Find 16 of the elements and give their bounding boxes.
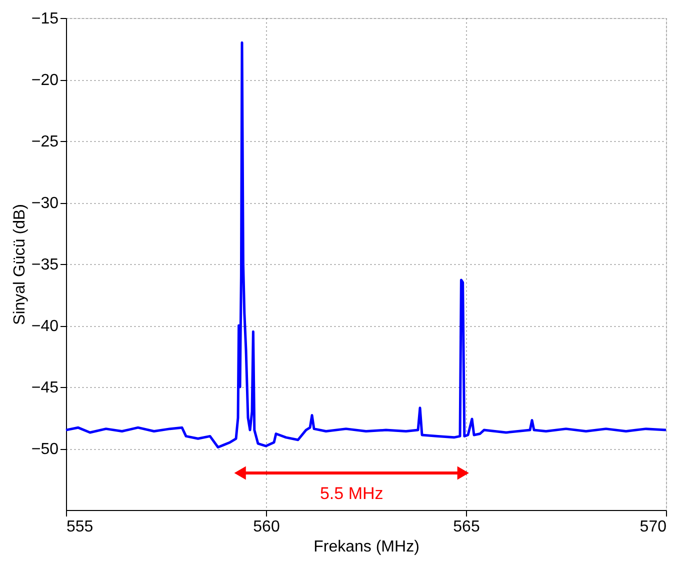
y-tick-label: −40: [31, 318, 59, 335]
x-tick-label: 560: [253, 518, 280, 536]
y-tick-label: −50: [31, 441, 59, 458]
x-axis-title: Frekans (MHz): [314, 538, 420, 556]
y-tick-label: −30: [31, 195, 59, 212]
annotation: 5.5 MHz: [320, 484, 384, 503]
x-tick-label: 565: [453, 518, 480, 536]
y-tick-label: −20: [31, 72, 59, 89]
y-tick-label: −15: [31, 10, 59, 28]
y-axis-title: Sinyal Gücü (dB): [11, 204, 28, 325]
y-tick-label: −35: [31, 256, 59, 274]
line-series: [64, 41, 668, 449]
x-tick-label: 555: [66, 518, 94, 536]
y-tick-label: −45: [31, 380, 59, 396]
y-tick-label: −25: [31, 134, 59, 150]
x-tick-label: 570: [640, 518, 667, 536]
